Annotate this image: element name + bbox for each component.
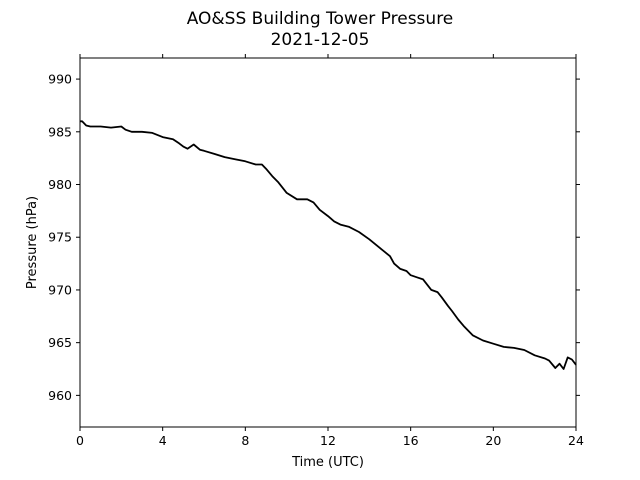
x-tick-label: 16	[403, 433, 419, 448]
pressure-series-line	[80, 120, 577, 370]
axis-ticks	[76, 54, 580, 431]
y-tick-label: 985	[48, 124, 72, 139]
y-axis-label: Pressure (hPa)	[25, 196, 40, 289]
x-tick-label: 8	[241, 433, 249, 448]
x-tick-label: 24	[568, 433, 584, 448]
x-tick-label: 0	[76, 433, 84, 448]
y-tick-label: 960	[48, 388, 72, 403]
y-tick-label: 980	[48, 177, 72, 192]
y-tick-label: 990	[48, 72, 72, 87]
axis-tick-labels: 0 4 8 12 16 20 24 960 965 970 975 980 985 990	[48, 72, 584, 448]
x-tick-label: 20	[485, 433, 501, 448]
plot-frame	[79, 57, 577, 428]
x-tick-label: 12	[320, 433, 336, 448]
y-tick-label: 970	[48, 282, 72, 297]
chart-title: AO&SS Building Tower Pressure	[187, 9, 454, 29]
chart-subtitle: 2021-12-05	[271, 30, 370, 50]
x-tick-label: 4	[159, 433, 167, 448]
y-tick-label: 965	[48, 335, 72, 350]
x-axis-label: Time (UTC)	[291, 455, 364, 470]
y-tick-label: 975	[48, 230, 72, 245]
